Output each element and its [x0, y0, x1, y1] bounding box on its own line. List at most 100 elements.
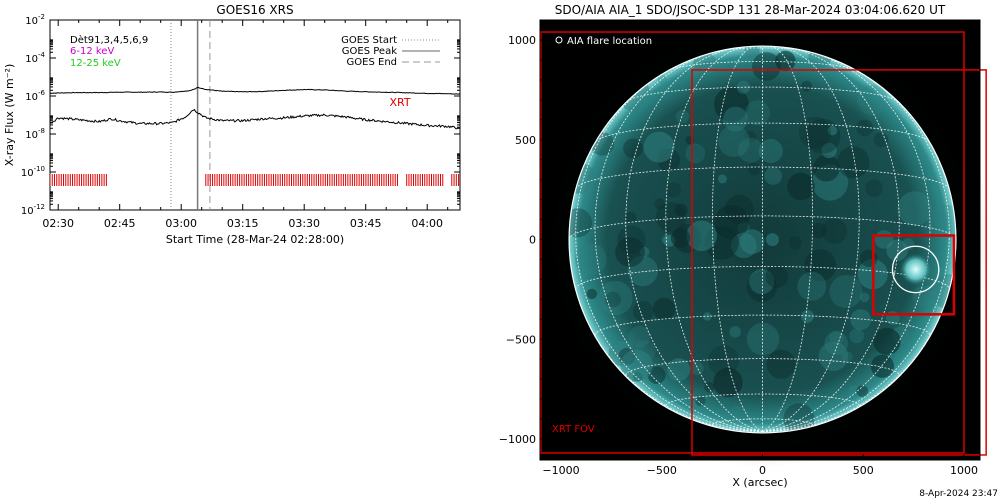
goes-right-legend: GOES Start GOES Peak GOES End [341, 35, 440, 68]
disk-texture-blob [744, 130, 757, 143]
y-tick-label: 10-10 [21, 165, 45, 179]
goes-y-axis: 10-12 10-10 10-8 10-6 10-4 10-2 [21, 13, 460, 217]
disk-texture-blob [674, 203, 688, 217]
xrt-fov-label: XRT FOV [552, 424, 595, 435]
disk-texture-blob [821, 142, 837, 159]
aia-y-tick-label: 0 [529, 234, 536, 247]
y-tick-label: 10-6 [25, 89, 45, 103]
legend-goes-start: GOES Start [341, 35, 397, 46]
aia-y-tick-label: 1000 [508, 34, 536, 47]
disk-texture-blob [873, 327, 901, 355]
disk-texture-blob [686, 220, 717, 252]
goes-y-axis-label: X-ray Flux (W m⁻²) [3, 64, 16, 166]
disk-texture-blob [634, 340, 656, 362]
disk-texture-blob [865, 179, 883, 197]
disk-texture-blob [729, 405, 745, 421]
disk-texture-blob [804, 249, 837, 282]
legend-goes-end: GOES End [347, 57, 397, 68]
disk-texture-blob [764, 167, 782, 185]
aia-x-tick-label: −500 [647, 464, 677, 477]
aia-x-tick-label: 1000 [950, 464, 978, 477]
disk-texture-blob [775, 50, 796, 72]
disk-texture-blob [857, 84, 888, 116]
solar-disk-texture [569, 46, 956, 433]
latitude-line [594, 314, 931, 336]
longitude-line [762, 46, 860, 432]
disk-texture-blob [729, 326, 741, 338]
longitude-line [665, 46, 763, 432]
disk-texture-blob [841, 351, 853, 363]
x-tick-label: 04:00 [411, 217, 443, 230]
disk-texture-blob [714, 87, 749, 122]
disk-texture-blob [575, 243, 607, 275]
disk-texture-blob [675, 109, 690, 124]
disk-texture-blob [897, 191, 933, 226]
disk-texture-blob [657, 74, 667, 84]
disk-texture-blob [744, 46, 760, 60]
aia-image-panel: SDO/AIA AIA_1 SDO/JSOC-SDP 131 28-Mar-20… [499, 3, 991, 489]
legend-12-25kev: 12-25 keV [70, 58, 121, 69]
goes-event-lines [170, 20, 211, 210]
disk-texture-blob [765, 265, 789, 289]
disk-texture-blob [765, 233, 779, 247]
latitude-line [665, 393, 860, 406]
disk-texture-blob [811, 222, 827, 239]
aia-legend-circle-icon [555, 36, 563, 44]
aia-legend-label: AIA flare location [567, 36, 652, 47]
disk-texture-blob [695, 396, 706, 407]
disk-texture-blob [902, 238, 915, 251]
x-tick-label: 03:15 [227, 217, 259, 230]
latitude-line [712, 418, 813, 426]
goes-xrs-panel: GOES16 XRS 10-12 10-10 10-8 10-6 10-4 10-2 02… [3, 3, 461, 246]
goes-x-axis: 02:30 02:45 03:00 03:15 03:30 03:45 04:00 [42, 20, 449, 230]
disk-texture-blob [717, 174, 727, 184]
disk-texture-blob [798, 116, 832, 149]
disk-texture-blob [690, 361, 704, 375]
disk-texture-blob [849, 328, 865, 344]
goes-x-axis-label: Start Time (28-Mar-24 02:28:00) [166, 233, 344, 246]
disk-texture-blob [615, 237, 645, 267]
legend-6-12kev: 6-12 keV [70, 46, 114, 57]
goes-left-legend: Dèt91,3,4,5,6,9 6-12 keV 12-25 keV [70, 34, 148, 69]
disk-texture-blob [731, 232, 757, 259]
disk-texture-blob [647, 366, 666, 384]
disk-texture-blob [670, 228, 691, 248]
disk-texture-blob [752, 52, 781, 81]
x-tick-label: 02:30 [42, 217, 74, 230]
legend-detectors: Dèt91,3,4,5,6,9 [70, 34, 148, 46]
disk-texture-blob [714, 204, 749, 240]
disk-texture-blob [848, 385, 860, 397]
disk-texture-blob [829, 275, 863, 309]
aia-image-title: SDO/AIA AIA_1 SDO/JSOC-SDP 131 28-Mar-20… [555, 3, 946, 17]
solar-limb [568, 45, 957, 434]
disk-texture-blob [801, 80, 813, 92]
disk-texture-blob [718, 125, 750, 158]
longitude-line [575, 63, 763, 432]
disk-texture-blob [930, 274, 956, 309]
xrt-observation-bars [50, 174, 460, 186]
disk-texture-blob [856, 385, 869, 397]
disk-texture-blob [912, 285, 935, 308]
disk-texture-blob [643, 131, 675, 163]
disk-texture-blob [652, 297, 676, 321]
disk-texture-blob [737, 137, 763, 163]
longitude-line [762, 46, 814, 432]
aia-y-tick-label: −1000 [499, 433, 536, 446]
disk-texture-blob [685, 143, 706, 164]
disk-texture-blob [624, 211, 637, 224]
goes-chart-title: GOES16 XRS [216, 3, 293, 17]
disk-texture-blob [746, 271, 777, 303]
aia-flare-location-circle [891, 245, 940, 294]
disk-texture-blob [748, 162, 761, 176]
aia-y-axis: 1000 500 0 −500 −1000 [499, 34, 980, 446]
legend-goes-peak: GOES Peak [342, 46, 397, 57]
disk-texture-blob [886, 239, 908, 262]
heliographic-grid [569, 46, 956, 432]
disk-texture-blob [797, 271, 827, 301]
disk-texture-blob [632, 301, 654, 322]
disk-texture-blob [736, 80, 751, 94]
longitude-line [762, 47, 900, 432]
xrt-fov-boxes [540, 31, 987, 456]
disk-texture-blob [822, 218, 848, 244]
